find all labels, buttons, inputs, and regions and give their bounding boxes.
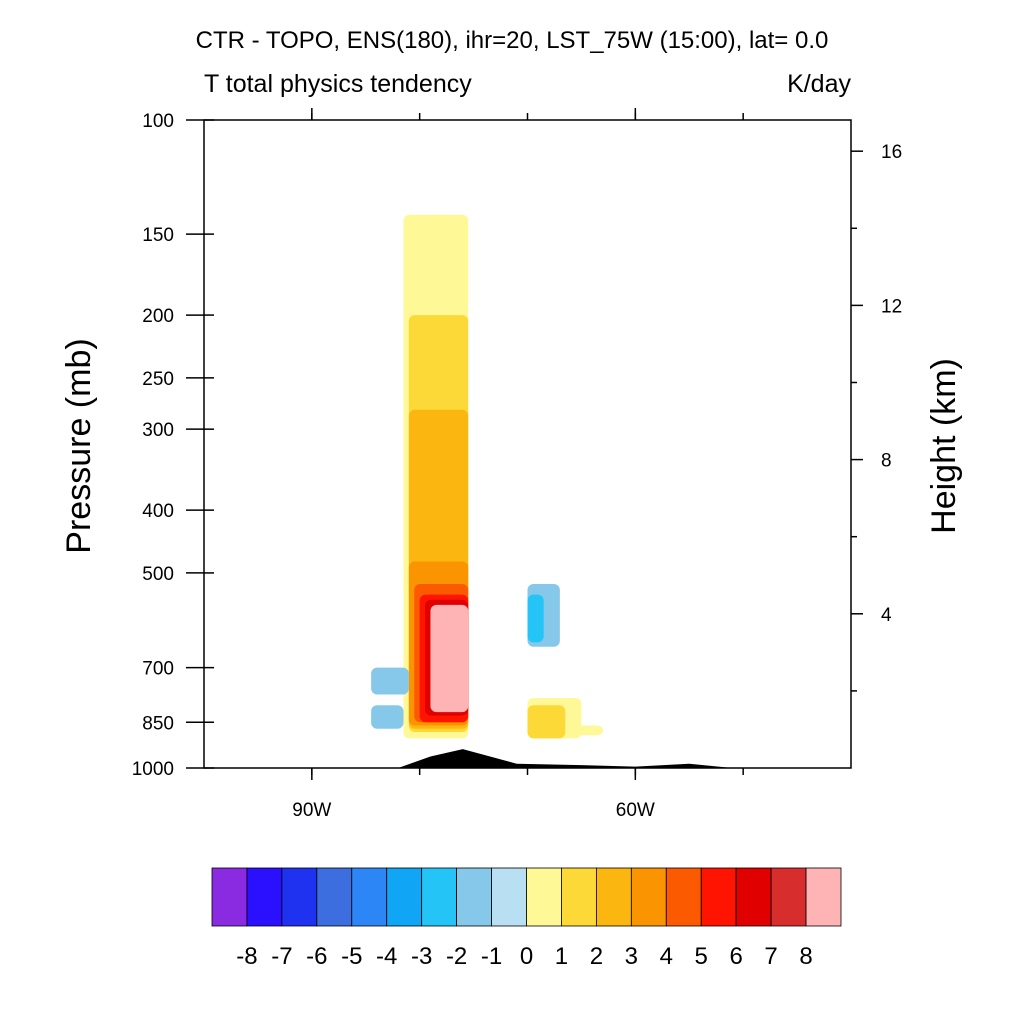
- y-tick-label: 250: [142, 369, 174, 390]
- y-tick-label: 150: [142, 225, 174, 246]
- y-tick-label: 500: [142, 564, 174, 585]
- colorbar-box: [316, 867, 353, 927]
- colorbar-label: 1: [555, 943, 568, 970]
- y-axis-label: Pressure (mb): [60, 338, 98, 553]
- colorbar-label: 7: [764, 943, 777, 970]
- colorbar-box: [246, 867, 283, 927]
- contour-region-13: [527, 705, 566, 739]
- terrain: [398, 749, 733, 768]
- plot-area: [371, 214, 733, 768]
- colorbar-label: 4: [660, 943, 673, 970]
- x-tick-label: 90W: [292, 800, 331, 821]
- x-tick-label: 60W: [616, 800, 655, 821]
- colorbar-label: -2: [446, 943, 467, 970]
- colorbar: -8 -7 -6 -5 -4 -3 -2 -1 0 1 2 3 4 5 6 7 8: [211, 867, 842, 970]
- contour-region-11: [527, 594, 544, 643]
- contour-region-14: [570, 725, 603, 736]
- contour-region-9: [371, 705, 404, 729]
- colorbar-label: -7: [271, 943, 292, 970]
- y-tick-label: 200: [142, 306, 174, 327]
- y-tick-label: 300: [142, 420, 174, 441]
- height-tick-label: 16: [881, 142, 902, 163]
- y-tick-label: 1000: [132, 759, 174, 780]
- colorbar-box: [805, 867, 842, 927]
- colorbar-label: 8: [799, 943, 812, 970]
- colorbar-label: -4: [376, 943, 397, 970]
- chart-subtitle-right: K/day: [787, 70, 851, 98]
- chart-title: CTR - TOPO, ENS(180), ihr=20, LST_75W (1…: [196, 27, 829, 54]
- colorbar-label: 2: [590, 943, 603, 970]
- colorbar-box: [595, 867, 632, 927]
- colorbar-label: -3: [411, 943, 432, 970]
- colorbar-box: [735, 867, 772, 927]
- colorbar-box: [211, 867, 248, 927]
- contour-region-8: [371, 667, 409, 695]
- colorbar-box: [561, 867, 597, 927]
- colorbar-label: -8: [236, 943, 257, 970]
- colorbar-label: 5: [695, 943, 708, 970]
- y-tick-label: 400: [142, 501, 174, 522]
- height-tick-label: 12: [881, 296, 902, 317]
- y-tick-label: 700: [142, 659, 174, 680]
- colorbar-label: 6: [729, 943, 742, 970]
- colorbar-box: [700, 867, 737, 927]
- contour-region-7: [430, 604, 469, 713]
- colorbar-label: 3: [625, 943, 638, 970]
- plot-frame: [203, 119, 852, 769]
- y-tick-label: 100: [142, 111, 174, 132]
- colorbar-label: -6: [306, 943, 327, 970]
- colorbar-box: [386, 867, 423, 927]
- height-tick-label: 4: [881, 605, 892, 626]
- y-tick-label: 850: [142, 713, 174, 734]
- colorbar-label: -5: [341, 943, 362, 970]
- axes: 100 150 200 250 300 400 500 700 850 1000 90W 60W 4 8 1…: [132, 108, 902, 821]
- height-tick-label: 8: [881, 451, 892, 472]
- colorbar-box: [491, 867, 527, 927]
- colorbar-box: [526, 867, 562, 927]
- colorbar-label: -1: [481, 943, 502, 970]
- colorbar-box: [630, 867, 667, 927]
- colorbar-box: [281, 867, 318, 927]
- colorbar-box: [770, 867, 807, 927]
- colorbar-box: [351, 867, 388, 927]
- y-axis-label-right: Height (km): [925, 358, 963, 534]
- colorbar-box: [421, 867, 458, 927]
- colorbar-box: [456, 867, 492, 927]
- colorbar-box: [665, 867, 702, 927]
- chart-subtitle-left: T total physics tendency: [204, 70, 472, 98]
- colorbar-label: 0: [520, 943, 533, 970]
